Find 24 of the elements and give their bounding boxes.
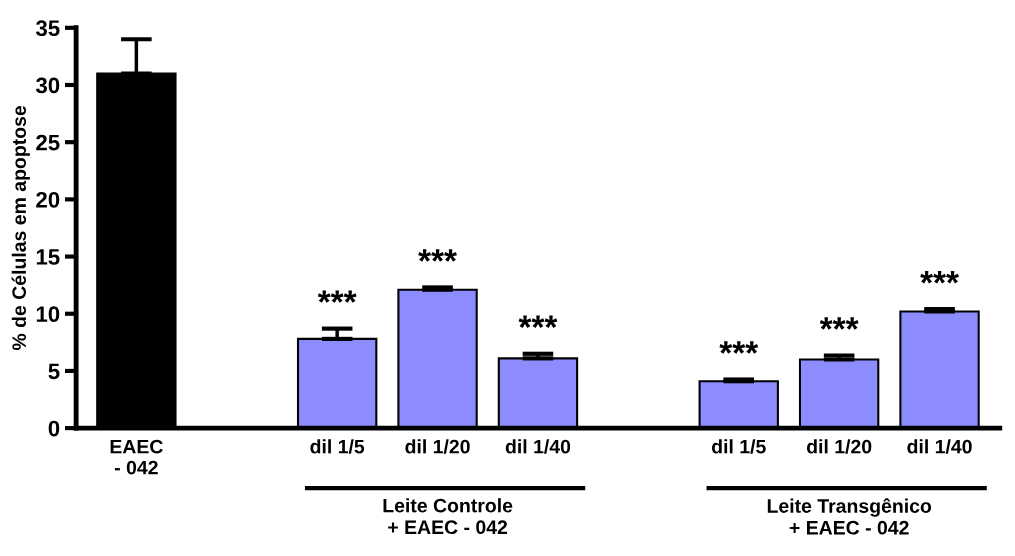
x-tick-label: dil 1/5 — [310, 439, 365, 454]
y-tick-label: 15 — [36, 249, 60, 265]
data-label: *** — [920, 270, 959, 284]
x-tick-label: dil 1/40 — [505, 439, 571, 454]
x-tick-label: EAEC - 042 — [110, 439, 163, 475]
y-tick-label: 35 — [35, 20, 60, 37]
y-axis-title: % de Células em apoptose — [11, 105, 30, 351]
y-tick-label: 25 — [36, 134, 60, 151]
text: Leite Controle + EAEC - 042 — [383, 498, 513, 535]
y-tick-label: 10 — [36, 306, 60, 323]
data-label: *** — [418, 249, 457, 262]
x-tick-label: dil 1/20 — [405, 439, 470, 454]
y-tick-label: 5 — [48, 363, 60, 380]
y-tick-label: 20 — [36, 191, 60, 208]
data-label: *** — [719, 341, 759, 354]
data-label: *** — [317, 290, 357, 303]
x-tick-label: dil 1/5 — [711, 439, 766, 454]
y-tick-label: 0 — [48, 420, 60, 437]
x-tick-label: dil 1/40 — [907, 439, 972, 454]
data-label: *** — [518, 315, 558, 328]
y-tick-label: 30 — [35, 77, 60, 94]
text: Leite Transgênico + EAEC - 042 — [767, 498, 932, 535]
data-label: *** — [819, 317, 859, 330]
x-tick-label: dil 1/20 — [806, 439, 872, 454]
